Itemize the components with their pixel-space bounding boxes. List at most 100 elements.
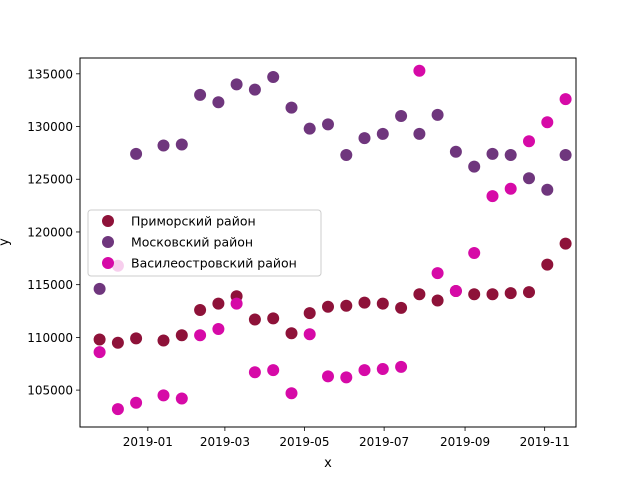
plot-frame <box>79 57 577 428</box>
y-tick-label: 120000 <box>27 225 73 239</box>
data-point-series-3 <box>395 360 408 373</box>
legend-label: Василеостровский район <box>131 256 297 271</box>
legend-marker <box>102 215 114 227</box>
data-points <box>93 64 572 416</box>
x-tick-label: 2019-07 <box>359 435 409 449</box>
data-point-series-1 <box>175 329 188 342</box>
data-point-series-1 <box>130 332 143 345</box>
data-point-series-1 <box>194 304 207 316</box>
data-point-series-1 <box>285 327 298 340</box>
y-axis-label: y <box>0 238 12 246</box>
data-point-series-3 <box>322 370 334 383</box>
legend-frame <box>87 209 322 277</box>
data-point-series-2 <box>194 88 207 101</box>
data-point-series-2 <box>93 282 106 295</box>
data-point-series-2 <box>431 108 444 121</box>
data-point-series-2 <box>541 183 554 196</box>
data-point-series-3 <box>559 93 572 106</box>
data-point-series-1 <box>413 288 426 301</box>
data-point-series-3 <box>248 366 261 379</box>
y-tick-label: 125000 <box>27 173 73 187</box>
data-point-series-2 <box>248 83 261 96</box>
data-point-series-2 <box>230 78 243 91</box>
x-axis-label: x <box>324 456 332 471</box>
data-point-series-1 <box>267 312 280 325</box>
y-tick-label: 110000 <box>27 331 73 345</box>
data-point-series-1 <box>358 296 371 309</box>
data-point-series-2 <box>376 127 389 140</box>
data-point-series-1 <box>504 287 517 300</box>
y-tick-label: 130000 <box>27 120 73 134</box>
data-point-series-1 <box>111 336 124 349</box>
data-point-series-1 <box>431 294 444 307</box>
x-tick-label: 2019-09 <box>440 435 490 449</box>
x-tick-label: 2019-03 <box>200 435 250 449</box>
data-point-series-1 <box>395 301 408 314</box>
data-point-series-3 <box>93 346 106 359</box>
legend-marker <box>102 236 114 248</box>
data-point-series-2 <box>303 122 316 135</box>
legend-marker <box>102 257 114 269</box>
data-point-series-1 <box>212 297 225 310</box>
data-point-series-3 <box>504 182 517 195</box>
data-point-series-3 <box>431 267 444 280</box>
data-point-series-3 <box>541 116 554 129</box>
data-point-series-2 <box>449 145 462 158</box>
data-point-series-2 <box>340 149 353 161</box>
legend-label: Приморский район <box>131 214 256 229</box>
data-point-series-1 <box>468 288 481 301</box>
data-point-series-1 <box>523 286 535 299</box>
data-point-series-2 <box>175 138 188 151</box>
data-point-series-3 <box>267 364 280 377</box>
data-point-series-2 <box>130 147 143 160</box>
data-point-series-2 <box>413 127 426 140</box>
data-point-series-3 <box>285 387 298 400</box>
data-point-series-1 <box>93 333 106 346</box>
data-point-series-3 <box>449 285 462 297</box>
y-tick-label: 135000 <box>27 67 73 81</box>
data-point-series-2 <box>523 172 535 185</box>
data-point-series-3 <box>376 363 389 375</box>
data-point-series-3 <box>230 297 243 310</box>
data-point-series-3 <box>340 371 353 384</box>
data-point-series-2 <box>157 139 170 152</box>
data-point-series-3 <box>130 396 143 409</box>
data-point-series-3 <box>157 389 170 402</box>
x-tick-label: 2019-05 <box>279 435 329 449</box>
data-point-series-3 <box>468 247 481 259</box>
y-axis-ticks: 105000 110000 115000 120000 125000 130000 1350… <box>27 67 80 398</box>
data-point-series-2 <box>504 149 517 161</box>
data-point-series-3 <box>212 323 225 335</box>
data-point-series-2 <box>486 147 499 160</box>
data-point-series-3 <box>194 329 207 342</box>
legend: Приморский район Московский район Василеос… <box>87 209 322 277</box>
data-point-series-3 <box>413 64 426 77</box>
data-point-series-2 <box>559 149 572 161</box>
data-point-series-2 <box>395 110 408 122</box>
data-point-series-1 <box>376 297 389 310</box>
data-point-series-1 <box>157 334 170 347</box>
data-point-series-2 <box>358 132 371 145</box>
x-tick-label: 2019-01 <box>123 435 173 449</box>
data-point-series-2 <box>267 71 280 83</box>
data-point-series-1 <box>248 313 261 326</box>
x-axis-ticks: 2019-01 2019-03 2019-05 2019-07 2019-09 2019-… <box>123 427 570 449</box>
data-point-series-1 <box>340 299 353 312</box>
data-point-series-1 <box>303 307 316 320</box>
data-point-series-3 <box>358 364 371 377</box>
data-point-series-1 <box>559 237 572 250</box>
data-point-series-1 <box>322 300 334 313</box>
data-point-series-3 <box>111 403 124 416</box>
x-tick-label: 2019-11 <box>520 435 570 449</box>
data-point-series-2 <box>212 96 225 109</box>
data-point-series-3 <box>175 392 188 405</box>
legend-label: Московский район <box>131 235 253 250</box>
data-point-series-3 <box>303 328 316 341</box>
data-point-series-2 <box>322 118 334 131</box>
data-point-series-3 <box>486 190 499 203</box>
data-point-series-2 <box>285 101 298 114</box>
data-point-series-1 <box>486 288 499 301</box>
data-point-series-2 <box>468 160 481 173</box>
data-point-series-3 <box>523 135 535 148</box>
